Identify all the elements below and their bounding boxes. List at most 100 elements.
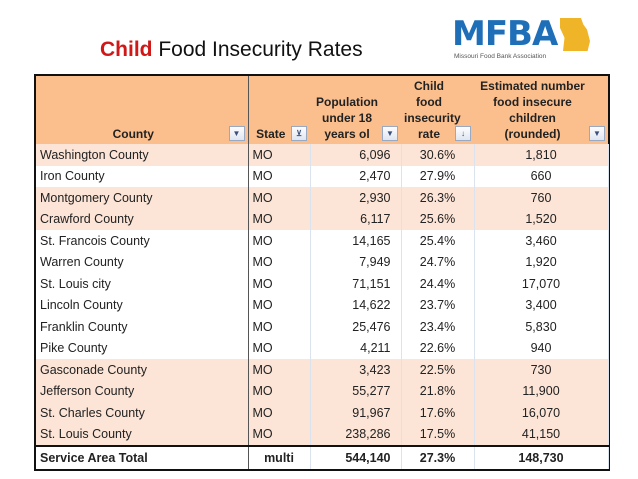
header-row: County ▼ State ⊻ Population under 18 years ol­… xyxy=(36,76,608,144)
sort-descending-icon[interactable]: ↓ xyxy=(455,126,471,141)
header-label-line: County xyxy=(112,127,154,141)
table-row: Washington County MO 6,096 30.6% 1,810 xyxy=(36,144,609,166)
cell-population: 7,949 xyxy=(310,251,402,273)
cell-population: 2,470 xyxy=(310,165,402,187)
table-row: Iron County MO 2,470 27.9% 660 xyxy=(36,165,609,187)
cell-estimated: 1,920 xyxy=(474,251,609,273)
cell-county: Warren County xyxy=(40,255,124,270)
cell-estimated: 5,830 xyxy=(474,316,609,338)
column-header-population: Population under 18 years ol­ ▼ xyxy=(310,76,401,144)
table-row: Crawford County MO 6,117 25.6% 1,520 xyxy=(36,208,609,230)
cell-population: 55,277 xyxy=(310,380,402,402)
cell-population: 71,151 xyxy=(310,273,402,295)
cell-county: Lincoln County xyxy=(40,298,123,313)
cell-population: 544,140 xyxy=(310,445,402,469)
page-title: Child Food Insecurity Rates xyxy=(100,38,363,62)
table-row: St. Louis city MO 71,151 24.4% 17,070 xyxy=(36,273,609,295)
cell-rate: 22.6% xyxy=(401,337,475,359)
table-row: St. Charles County MO 91,967 17.6% 16,070 xyxy=(36,402,609,424)
cell-rate: 23.4% xyxy=(401,316,475,338)
cell-county: St. Louis County xyxy=(36,423,248,446)
cell-population: 25,476 xyxy=(310,316,402,338)
cell-county: Gasconade County xyxy=(36,359,248,381)
cell-state: MO xyxy=(247,165,311,187)
logo-subtitle: Missouri Food Bank Association xyxy=(454,53,547,60)
cell-population: 2,930 xyxy=(310,187,402,209)
cell-state: MO xyxy=(247,316,311,338)
header-label-line: Estimated number xyxy=(480,79,585,93)
cell-county: Montgomery County xyxy=(36,187,248,209)
table-row: St. Francois County MO 14,165 25.4% 3,460 xyxy=(36,230,609,252)
cell-rate: 23.7% xyxy=(401,294,475,316)
cell-estimated: 1,520 xyxy=(474,208,609,230)
cell-county: Franklin County xyxy=(40,319,128,334)
cell-state: MO xyxy=(247,423,311,446)
header-label-line: rate xyxy=(417,127,440,141)
cell-estimated: 760 xyxy=(474,187,609,209)
cell-estimated: 940 xyxy=(474,337,609,359)
dropdown-arrow-icon[interactable]: ▼ xyxy=(382,126,398,141)
logo-text: MFBA xyxy=(452,14,558,54)
cell-rate: 27.9% xyxy=(401,165,475,187)
table-row: Montgomery County MO 2,930 26.3% 760 xyxy=(36,187,609,209)
header-label-line: State xyxy=(256,127,286,141)
cell-population: 6,096 xyxy=(310,144,402,166)
cell-county: Jefferson County xyxy=(36,380,248,402)
dropdown-arrow-icon[interactable]: ▼ xyxy=(589,126,605,141)
cell-state: MO xyxy=(247,402,311,424)
column-header-estimated: Estimated number food insecure children (r… xyxy=(474,76,608,144)
table-row: Warren County MO 7,949 24.7% 1,920 xyxy=(36,251,609,273)
cell-state: MO xyxy=(247,251,311,273)
header-label-line: insecurity xyxy=(404,111,461,125)
table-row: Pike County MO 4,211 22.6% 940 xyxy=(36,337,609,359)
table-row: Lincoln County MO 14,622 23.7% 3,400 xyxy=(36,294,609,316)
cell-estimated: 1,810 xyxy=(474,144,609,166)
missouri-state-icon xyxy=(560,18,590,51)
cell-rate: 26.3% xyxy=(401,187,475,209)
cell-county: Crawford County xyxy=(36,208,248,230)
table-row: Franklin County MO 25,476 23.4% 5,830 xyxy=(36,316,609,338)
dropdown-arrow-icon[interactable]: ▼ xyxy=(228,126,245,141)
cell-county: Iron County xyxy=(40,169,105,184)
header-label-line: Child food xyxy=(414,79,444,109)
cell-estimated: 16,070 xyxy=(474,402,609,424)
cell-county: Service Area Total xyxy=(36,445,248,469)
cell-state: MO xyxy=(247,144,311,166)
filter-applied-icon[interactable]: ⊻ xyxy=(291,126,307,141)
cell-population: 238,286 xyxy=(310,423,402,446)
cell-estimated: 730 xyxy=(474,359,609,381)
header-label-line: Population xyxy=(316,95,378,109)
cell-state: MO xyxy=(247,294,311,316)
cell-state: MO xyxy=(247,359,311,381)
cell-rate: 17.6% xyxy=(401,402,475,424)
cell-estimated: 148,730 xyxy=(474,445,609,469)
cell-state: MO xyxy=(247,208,311,230)
column-header-rate: Child food insecurity rate ↓ xyxy=(401,76,474,144)
cell-estimated: 41,150 xyxy=(474,423,609,446)
cell-population: 14,165 xyxy=(310,230,402,252)
column-header-county: County ▼ xyxy=(36,76,248,144)
cell-rate: 30.6% xyxy=(401,144,475,166)
cell-population: 6,117 xyxy=(310,208,402,230)
cell-state: MO xyxy=(247,273,311,295)
header-label-line: years ol­ xyxy=(324,127,370,141)
cell-rate: 25.4% xyxy=(401,230,475,252)
cell-state: MO xyxy=(247,380,311,402)
cell-county: Washington County xyxy=(36,144,248,166)
cell-rate: 24.7% xyxy=(401,251,475,273)
title-rest: Food Insecurity Rates xyxy=(152,38,363,61)
cell-rate: 27.3% xyxy=(401,445,475,469)
cell-state: MO xyxy=(247,230,311,252)
cell-estimated: 660 xyxy=(474,165,609,187)
title-accent: Child xyxy=(100,38,153,61)
cell-rate: 24.4% xyxy=(401,273,475,295)
cell-rate: 21.8% xyxy=(401,380,475,402)
cell-county: St. Francois County xyxy=(40,233,150,248)
cell-state: MO xyxy=(247,337,311,359)
cell-county: St. Louis city xyxy=(40,276,111,291)
cell-population: 14,622 xyxy=(310,294,402,316)
cell-county: Pike County xyxy=(40,341,108,356)
cell-population: 91,967 xyxy=(310,402,402,424)
header-label-line: (rounded) xyxy=(504,127,561,141)
table-row: Gasconade County MO 3,423 22.5% 730 xyxy=(36,359,609,381)
